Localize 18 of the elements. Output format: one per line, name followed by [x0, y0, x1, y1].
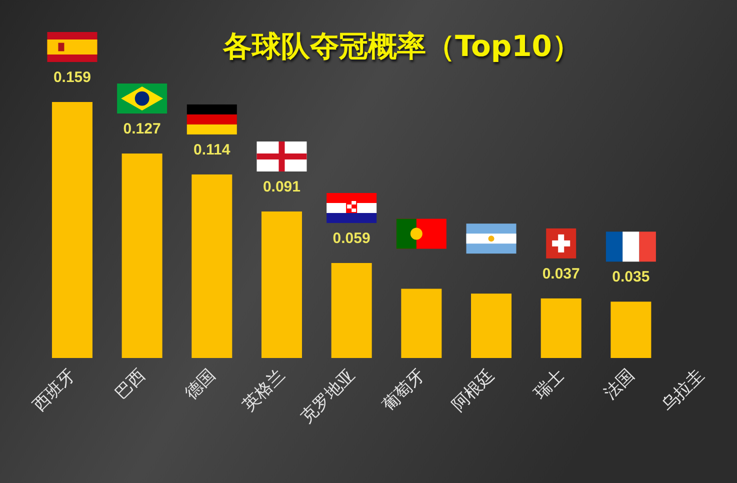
- data-label: 0.091: [262, 178, 301, 196]
- x-tick-label: 阿根廷: [448, 365, 499, 416]
- data-label: 0.037: [542, 265, 580, 282]
- chart-title: 各球队夺冠概率（Top10）: [222, 29, 581, 63]
- x-tick-label: 葡萄牙: [378, 365, 429, 416]
- x-tick-label: 德国: [181, 365, 220, 404]
- data-label: 0.059: [332, 230, 370, 248]
- data-label: 0.114: [194, 141, 231, 158]
- data-label: 0.159: [53, 69, 91, 86]
- data-label: 0.035: [612, 268, 650, 286]
- x-tick-label: 克罗地亚: [296, 365, 360, 428]
- x-tick-label: 英格兰: [239, 365, 290, 416]
- x-tick-label: 乌拉圭: [658, 365, 708, 416]
- x-tick-label: 瑞士: [530, 365, 569, 404]
- x-tick-label: 巴西: [111, 365, 150, 404]
- x-tick-label: 法国: [600, 365, 638, 404]
- data-label: 0.127: [123, 120, 161, 138]
- x-tick-label: 西班牙: [30, 365, 80, 416]
